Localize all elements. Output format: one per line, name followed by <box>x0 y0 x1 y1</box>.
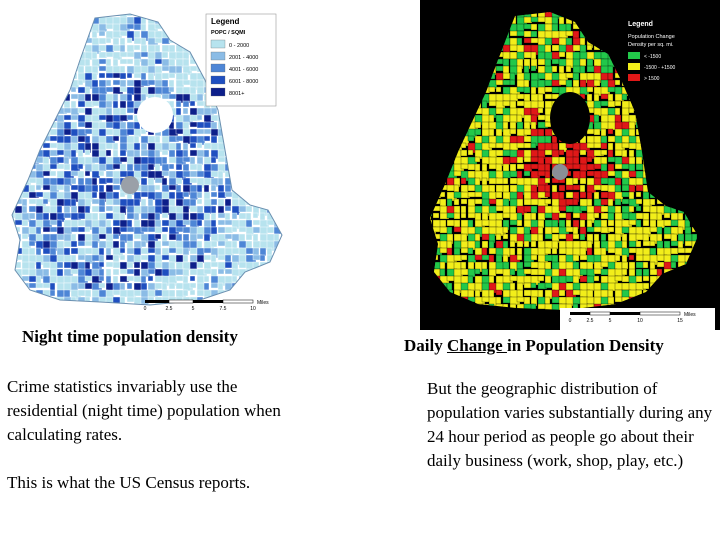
caption-pre: Daily <box>404 336 447 355</box>
scale-tick-label: 10 <box>637 318 643 324</box>
scale-tick-label: 10 <box>250 306 256 312</box>
daily-change-map-tracts <box>430 12 698 310</box>
legend-swatch <box>210 87 226 97</box>
night-map-graphic: Legend POPC / SQMI 0 - 2000 2001 - 4000 40… <box>11 13 283 312</box>
daily-change-density-map: Legend Population Change Density per sq.… <box>420 0 720 330</box>
legend-label: > 1500 <box>644 76 660 82</box>
night-map-legend: Legend POPC / SQMI 0 - 2000 2001 - 4000 40… <box>205 13 277 107</box>
legend-title: Legend <box>628 21 653 28</box>
legend-label: 0 - 2000 <box>229 43 249 49</box>
scale-unit: Miles <box>684 312 696 318</box>
scale-tick-label: 15 <box>677 318 683 324</box>
legend-title: Legend <box>211 17 240 26</box>
night-population-density-map: Legend POPC / SQMI 0 - 2000 2001 - 4000 40… <box>0 0 290 320</box>
caption-underlined-word: Change <box>446 336 507 355</box>
legend-swatch <box>210 63 226 73</box>
legend-swatch <box>628 63 640 70</box>
legend-subtitle: Population Change <box>628 34 675 40</box>
night-map-scale-bar: 0 2.5 5 7.5 10 Miles <box>144 299 269 312</box>
scale-tick-label: 2.5 <box>166 306 173 312</box>
airport-hole <box>137 97 173 133</box>
right-description: But the geographic distribution of popul… <box>427 377 717 473</box>
scale-tick-label: 0 <box>569 318 572 324</box>
legend-label: 6001 - 8000 <box>229 79 258 85</box>
legend-subtitle-2: Density per sq. mi. <box>628 42 674 48</box>
legend-swatch <box>210 51 226 61</box>
legend-label: -1500 - +1500 <box>644 65 675 71</box>
legend-label: 4001 - 6000 <box>229 67 258 73</box>
downtown-core <box>552 164 568 180</box>
legend-swatch <box>628 52 640 59</box>
legend-swatch <box>628 74 640 81</box>
distribution-paragraph: But the geographic distribution of popul… <box>427 379 713 470</box>
airport-hole <box>550 92 590 144</box>
daily-change-map-graphic: Legend Population Change Density per sq.… <box>430 12 715 330</box>
scale-tick-label: 5 <box>192 306 195 312</box>
legend-subtitle: POPC / SQMI <box>211 30 246 36</box>
legend-swatch <box>210 75 226 85</box>
scale-tick-label: 7.5 <box>220 306 227 312</box>
legend-label: 2001 - 4000 <box>229 55 258 61</box>
daily-change-map-legend: Legend Population Change Density per sq.… <box>628 21 675 82</box>
daily-change-map-scale-bar: 0 2.5 5 10 15 Miles <box>560 308 715 330</box>
scale-tick-label: 5 <box>609 318 612 324</box>
crime-statistics-paragraph: Crime statistics invariably use the resi… <box>7 377 281 444</box>
legend-swatch <box>210 39 226 49</box>
legend-label: < -1500 <box>644 54 661 60</box>
scale-tick-label: 0 <box>144 306 147 312</box>
left-description: Crime statistics invariably use the resi… <box>7 375 307 495</box>
night-map-caption: Night time population density <box>22 327 238 346</box>
downtown-core <box>121 176 139 194</box>
scale-tick-label: 2.5 <box>587 318 594 324</box>
caption-post: in Population Density <box>506 336 664 355</box>
scale-unit: Miles <box>257 300 269 306</box>
legend-label: 8001+ <box>229 91 244 97</box>
census-paragraph: This is what the US Census reports. <box>7 473 251 492</box>
daily-change-map-caption: Daily Change in Population Density <box>404 336 664 356</box>
